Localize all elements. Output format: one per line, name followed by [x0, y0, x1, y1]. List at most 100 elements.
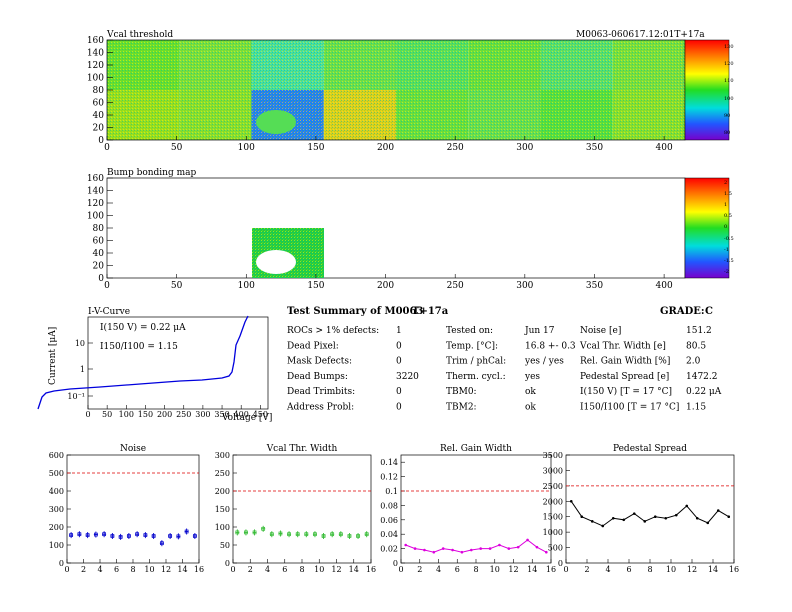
y-tick-label: 40	[93, 249, 105, 259]
summary-label: Therm. cycl.:	[446, 372, 506, 382]
iv-x-tick-label: 400	[234, 410, 249, 419]
data-point	[632, 512, 636, 515]
x-tick-label: 10	[314, 565, 324, 574]
y-tick-label: 100	[87, 74, 104, 84]
bump-bonding-map: Bump bonding map 2 1.5 1 0.5 0 -0.5 -1 -…	[87, 168, 734, 291]
data-point-marker	[252, 530, 257, 535]
y-tick-label: 0.1	[385, 487, 398, 496]
data-point-marker	[85, 533, 90, 537]
data-point-marker	[287, 532, 291, 537]
data-point	[441, 547, 445, 550]
vcal-tile-texture	[468, 40, 541, 90]
data-point	[451, 548, 454, 552]
data-point-marker	[151, 534, 156, 538]
grade-label: GRADE:	[660, 306, 705, 317]
iv-annotation-current: I(150 V) = 0.22 μA	[100, 322, 186, 333]
x-tick-label: 10	[490, 565, 500, 574]
x-tick-label: 0	[398, 565, 403, 574]
data-point	[470, 548, 473, 552]
data-point	[590, 520, 594, 523]
x-tick-label: 12	[331, 565, 341, 574]
chart-frame	[232, 454, 372, 564]
summary-tag: T+17a	[412, 306, 449, 317]
x-tick-label: 4	[436, 565, 441, 574]
summary-label: I(150 V) [T = 17 °C]	[580, 386, 672, 397]
data-point	[695, 516, 699, 520]
y-tick-label: 300	[49, 505, 64, 514]
vcal-palette-label: 90	[724, 113, 730, 119]
data-point-marker	[94, 532, 98, 537]
x-tick-label: 400	[656, 143, 673, 153]
x-tick-label: 10	[144, 565, 154, 574]
data-point	[580, 515, 584, 519]
summary-label: Vcal Thr. Width [e]	[579, 341, 666, 351]
bump-color-palette	[684, 177, 730, 279]
summary-label: Dead Trimbits:	[287, 387, 355, 397]
test-summary: Test Summary of M0063 T+17a GRADE: C ROC…	[286, 306, 722, 413]
y-tick-label: 2500	[543, 482, 563, 491]
iv-xlabel: Voltage [V]	[221, 413, 272, 423]
summary-value: 80.5	[686, 341, 706, 351]
summary-label: Tested on:	[446, 326, 493, 336]
bump-palette-label: 0	[724, 224, 727, 230]
data-point	[498, 543, 501, 547]
summary-label: Temp. [°C]:	[446, 341, 498, 351]
data-point-marker	[330, 532, 335, 537]
x-tick-label: 12	[687, 565, 697, 574]
iv-title: I-V-Curve	[88, 307, 130, 317]
y-tick-label: 60	[93, 237, 105, 247]
data-point-marker	[278, 531, 283, 536]
bump-dead-region	[256, 250, 296, 274]
y-tick-label: 300	[215, 451, 230, 460]
x-tick-label: 0	[230, 565, 235, 574]
vcal-palette-label: 120	[724, 61, 734, 67]
vcal-tile-texture	[396, 40, 469, 90]
summary-value: 3220	[396, 372, 419, 382]
chart-title: Noise	[120, 444, 146, 454]
x-tick-label: 16	[546, 565, 556, 574]
summary-value: 0.22 μA	[686, 387, 722, 397]
x-tick-label: 2	[417, 565, 422, 574]
data-point	[432, 550, 436, 554]
y-tick-label: 0.02	[380, 545, 398, 554]
x-tick-label: 350	[586, 281, 603, 291]
data-point	[413, 547, 417, 550]
y-tick-label: 80	[93, 224, 105, 234]
chart-0: Noise 0 2 4 6 8 10 12 14 16 0 100 200 300 400 500 600	[49, 444, 204, 574]
y-tick-label: 0.08	[380, 501, 398, 510]
y-tick-label: 160	[87, 36, 104, 46]
summary-label: TBM0:	[446, 387, 477, 397]
x-tick-label: 14	[527, 565, 537, 574]
y-tick-label: 0	[393, 559, 398, 568]
data-point-marker	[135, 532, 139, 537]
data-point	[706, 521, 710, 525]
data-point	[653, 515, 657, 519]
chart-2: Rel. Gain Width 0 2 4 6 8 10 12 14 16 0 0.02 0.04 0.0…	[380, 444, 556, 574]
summary-value: 151.2	[686, 326, 712, 336]
iv-x-tick-label: 0	[85, 410, 90, 419]
chart-1: Vcal Thr. Width 0 2 4 6 8 10 12 14 16 0 50 100 150 200…	[215, 444, 376, 574]
data-point	[643, 520, 647, 523]
x-tick-label: 16	[366, 565, 376, 574]
data-point-marker	[160, 541, 164, 546]
y-tick-label: 80	[93, 86, 105, 96]
summary-value: 1472.2	[686, 372, 718, 382]
y-tick-label: 600	[49, 451, 64, 460]
x-tick-label: 0	[563, 565, 568, 574]
vcal-tile-texture	[107, 40, 180, 90]
data-point	[535, 545, 539, 549]
series-line	[570, 501, 730, 527]
summary-value: 2.0	[686, 357, 701, 367]
x-tick-label: 6	[114, 565, 119, 574]
vcal-tile-texture	[251, 40, 324, 90]
iv-x-tick-label: 300	[195, 410, 210, 419]
data-point-marker	[235, 530, 240, 535]
data-point-marker	[269, 532, 274, 537]
chart-title: Pedestal Spread	[613, 444, 687, 454]
x-tick-label: 400	[656, 281, 673, 291]
iv-x-tick-label: 200	[157, 410, 172, 419]
data-point-marker	[321, 534, 326, 538]
